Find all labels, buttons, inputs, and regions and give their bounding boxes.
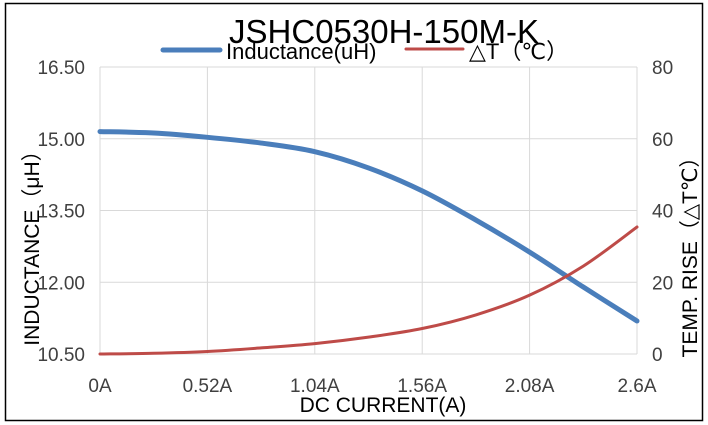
y-tick-label-right: 0	[652, 345, 663, 366]
y-tick-label-left: 12.00	[37, 273, 85, 294]
legend: Inductance(uH) △T（℃）	[160, 39, 568, 64]
y-tick-label-left: 16.50	[37, 58, 85, 79]
tick-labels: 0A 0.52A 1.04A 1.56A 2.08A 2.6A 10.50 12.00 13.5…	[37, 58, 673, 397]
x-tick-label: 1.56A	[397, 376, 447, 397]
y-tick-label-right: 40	[652, 202, 673, 223]
x-tick-label: 2.6A	[617, 376, 656, 397]
y-tick-label-right: 60	[652, 130, 673, 151]
y-tick-label-left: 15.00	[37, 130, 85, 151]
chart-title: JSHC0530H-150M-K	[229, 13, 539, 50]
y-axis-label-left: INDUCTANCE（μH）	[21, 140, 44, 345]
legend-label-inductance: Inductance(uH)	[226, 39, 376, 64]
y-tick-label-left: 13.50	[37, 202, 85, 223]
gridlines	[99, 66, 638, 355]
x-tick-label: 0A	[88, 376, 112, 397]
legend-item-temperature-rise: △T（℃）	[404, 39, 568, 64]
x-axis-label: DC CURRENT(A)	[300, 394, 467, 417]
y-tick-label-right: 20	[652, 273, 673, 294]
x-tick-label: 0.52A	[183, 376, 233, 397]
plot-area	[97, 129, 640, 356]
legend-item-inductance: Inductance(uH)	[160, 39, 376, 64]
series-inductance	[97, 129, 640, 324]
y-tick-label-right: 80	[652, 58, 673, 79]
legend-label-temperature-rise: △T（℃）	[469, 39, 568, 64]
x-tick-label: 2.08A	[505, 376, 555, 397]
inductance-line	[97, 129, 640, 324]
chart-border	[4, 2, 704, 422]
series-temperature-rise	[98, 225, 639, 356]
y-tick-label-left: 10.50	[37, 345, 85, 366]
y-axis-label-right: TEMP. RISE（△T℃）	[679, 147, 702, 358]
x-tick-label: 1.04A	[290, 376, 340, 397]
temperature-rise-line	[98, 225, 639, 356]
